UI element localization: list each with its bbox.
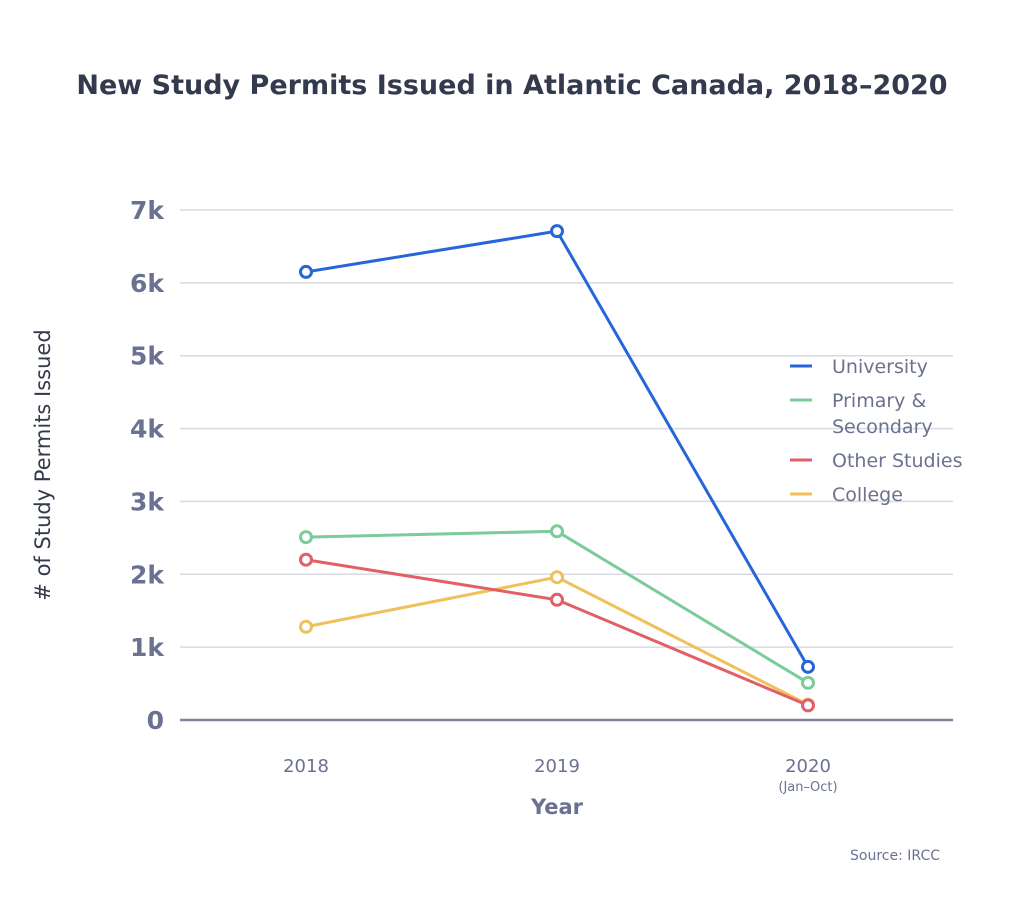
- data-point: [299, 264, 313, 279]
- y-tick-label: 1k: [130, 633, 165, 662]
- y-tick-label: 7k: [130, 196, 165, 225]
- data-point: [299, 552, 313, 567]
- x-tick-label: 2020: [785, 756, 831, 777]
- legend-label: University: [832, 356, 928, 378]
- y-tick-label: 4k: [130, 415, 165, 444]
- data-point: [801, 675, 815, 690]
- x-tick-label: 2018: [283, 756, 329, 777]
- data-point: [550, 224, 564, 239]
- legend-label: Other Studies: [832, 450, 962, 472]
- data-point: [550, 570, 564, 585]
- y-tick-label: 3k: [130, 487, 165, 516]
- chart-title: New Study Permits Issued in Atlantic Can…: [76, 70, 948, 101]
- series-line-primary-secondary: [305, 529, 809, 685]
- data-point: [801, 698, 815, 713]
- data-point: [801, 659, 815, 674]
- source-note: Source: IRCC: [850, 848, 940, 864]
- legend-label: Primary &: [832, 390, 926, 412]
- legend-label: College: [832, 484, 903, 506]
- data-point: [299, 530, 313, 545]
- y-axis-label: # of Study Permits Issued: [31, 329, 55, 600]
- x-tick-label: 2019: [534, 756, 580, 777]
- y-tick-label: 6k: [130, 269, 165, 298]
- x-axis-label: Year: [530, 795, 584, 819]
- y-tick-label: 2k: [130, 560, 165, 589]
- y-tick-label: 0: [147, 706, 164, 735]
- x-tick-sublabel: (Jan–Oct): [778, 780, 837, 795]
- y-tick-label: 5k: [130, 342, 165, 371]
- data-point: [550, 592, 564, 607]
- legend-label: Secondary: [832, 416, 933, 438]
- data-point: [299, 619, 313, 634]
- data-point: [550, 524, 564, 539]
